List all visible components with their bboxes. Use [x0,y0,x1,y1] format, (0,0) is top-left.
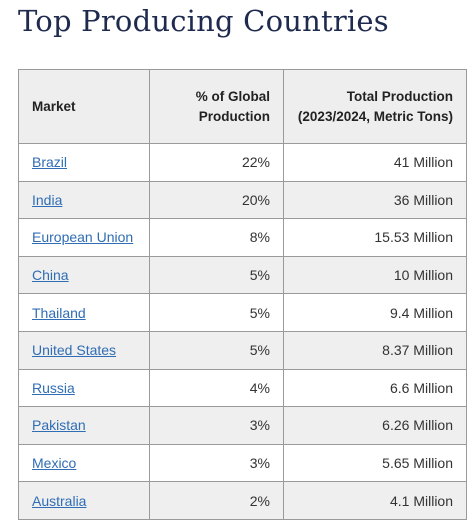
market-link[interactable]: Thailand [32,304,86,321]
percent-cell: 3% [149,406,284,445]
column-header-percent: % of Global Production [149,69,284,144]
market-cell: Australia [18,481,150,520]
production-cell: 6.6 Million [283,368,467,408]
table-row: European Union 8% 15.53 Million [18,218,467,257]
percent-cell: 20% [149,180,284,220]
column-header-market: Market [18,69,150,144]
table-header-row: Market % of Global Production Total Prod… [18,69,467,144]
production-cell: 8.37 Million [283,330,467,370]
production-cell: 6.26 Million [283,406,467,445]
column-header-production: Total Production (2023/2024, Metric Tons… [283,69,467,144]
percent-cell: 8% [149,218,284,257]
market-link[interactable]: India [32,191,63,208]
production-cell: 5.65 Million [283,443,467,483]
market-cell: India [18,180,150,220]
table-row: Pakistan 3% 6.26 Million [18,406,467,445]
percent-cell: 5% [149,293,284,332]
table-row: Brazil 22% 41 Million [18,143,467,182]
production-cell: 9.4 Million [283,293,467,332]
table-row: United States 5% 8.37 Million [18,330,467,370]
production-cell: 41 Million [283,143,467,182]
table-row: Australia 2% 4.1 Million [18,481,467,520]
market-link[interactable]: Pakistan [32,417,86,434]
percent-cell: 4% [149,368,284,408]
production-cell: 15.53 Million [283,218,467,257]
market-cell: Thailand [18,293,150,332]
market-link[interactable]: Brazil [32,154,68,171]
percent-cell: 3% [149,443,284,483]
table-row: Mexico 3% 5.65 Million [18,443,467,483]
market-cell: Russia [18,368,150,408]
market-link[interactable]: China [32,267,69,284]
table-row: India 20% 36 Million [18,180,467,220]
market-link[interactable]: United States [32,342,117,359]
production-cell: 4.1 Million [283,481,467,520]
market-link[interactable]: Mexico [32,455,77,472]
percent-cell: 5% [149,330,284,370]
percent-cell: 2% [149,481,284,520]
table-body: Brazil 22% 41 Million India 20% 36 Million Eur… [18,143,467,520]
percent-cell: 5% [149,255,284,295]
market-cell: Pakistan [18,406,150,445]
market-cell: Brazil [18,143,150,182]
market-link[interactable]: Russia [32,379,75,396]
market-link[interactable]: European Union [32,229,134,246]
market-cell: Mexico [18,443,150,483]
production-table: Market % of Global Production Total Prod… [18,69,467,520]
market-link[interactable]: Australia [32,492,87,509]
table-row: Thailand 5% 9.4 Million [18,293,467,332]
production-cell: 10 Million [283,255,467,295]
table-row: Russia 4% 6.6 Million [18,368,467,408]
production-cell: 36 Million [283,180,467,220]
market-cell: European Union [18,218,150,257]
page-title: Top Producing Countries [18,4,389,38]
market-cell: China [18,255,150,295]
table-row: China 5% 10 Million [18,255,467,295]
percent-cell: 22% [149,143,284,182]
market-cell: United States [18,330,150,370]
